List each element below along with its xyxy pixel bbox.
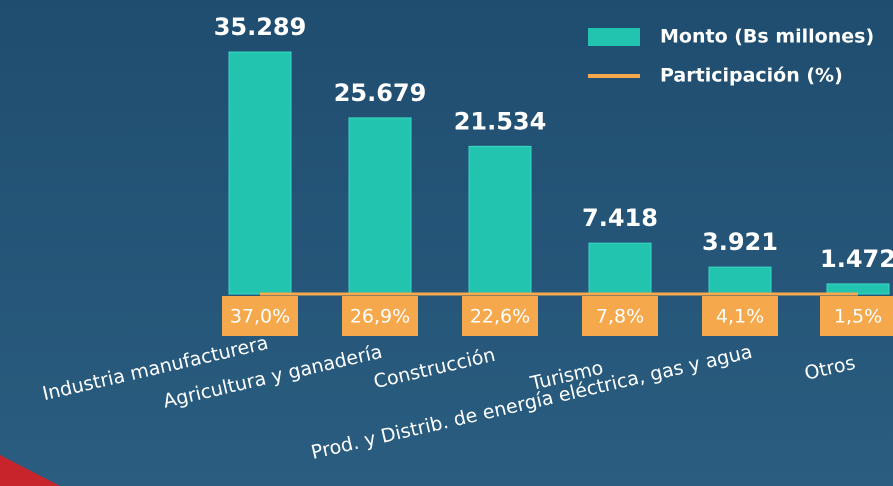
bar (348, 117, 412, 295)
participation-label: 22,6% (470, 306, 530, 328)
bar (708, 266, 772, 295)
legend-label: Participación (%) (660, 65, 843, 87)
participation-box (462, 296, 538, 336)
participation-box (342, 296, 418, 336)
data-label: 7.418 (582, 204, 658, 232)
participation-box (820, 296, 893, 336)
bar (588, 242, 652, 295)
participation-label: 26,9% (350, 306, 410, 328)
legend-swatch (588, 28, 640, 46)
data-label: 21.534 (454, 107, 547, 135)
participation-label: 1,5% (834, 306, 882, 328)
data-label: 3.921 (702, 228, 778, 256)
participation-label: 7,8% (596, 306, 644, 328)
bar (468, 145, 532, 295)
bar (826, 283, 890, 295)
data-label: 35.289 (214, 13, 307, 41)
corner-decoration (0, 455, 60, 486)
data-label: 25.679 (334, 79, 427, 107)
legend-label: Monto (Bs millones) (660, 26, 874, 48)
participation-box (702, 296, 778, 336)
participation-label: 4,1% (716, 306, 764, 328)
participation-label: 37,0% (230, 306, 290, 328)
bar (228, 51, 292, 295)
participation-box (582, 296, 658, 336)
participation-box (222, 296, 298, 336)
data-label: 1.472 (820, 245, 893, 273)
